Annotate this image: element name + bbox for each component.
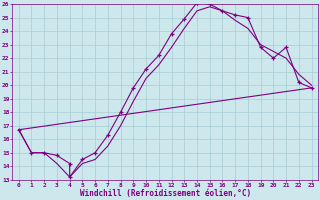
X-axis label: Windchill (Refroidissement éolien,°C): Windchill (Refroidissement éolien,°C) <box>80 189 251 198</box>
